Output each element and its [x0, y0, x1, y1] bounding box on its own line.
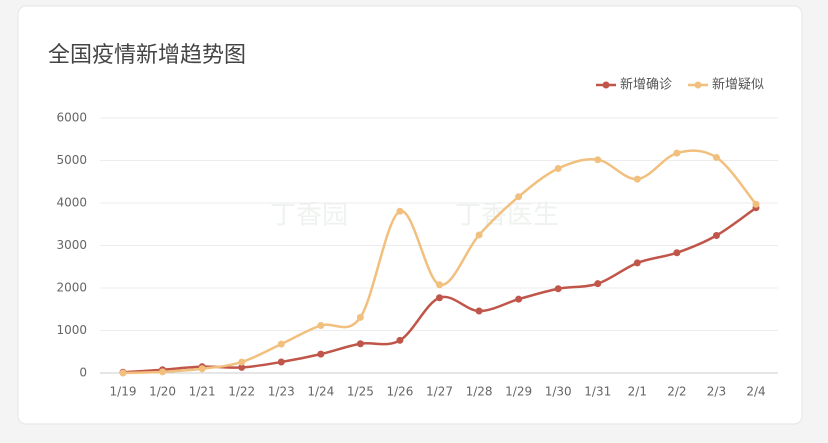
point [436, 281, 443, 289]
point [317, 350, 325, 358]
point [554, 285, 562, 293]
point [633, 259, 641, 267]
line [122, 149, 757, 375]
point [712, 232, 720, 240]
x-tick-label: 1/24 [307, 385, 334, 399]
point [356, 340, 364, 348]
x-tick-label: 1/23 [268, 385, 295, 399]
x-tick-label: 1/29 [505, 385, 532, 399]
x-tick-label: 2/3 [707, 385, 726, 399]
x-tick-label: 1/21 [189, 385, 216, 399]
x-tick-label: 2/2 [667, 385, 686, 399]
point [198, 365, 206, 373]
point [475, 307, 483, 315]
x-tick-label: 1/27 [426, 385, 453, 399]
point [119, 369, 127, 377]
point [396, 336, 404, 344]
legend-label: 新增疑似 [712, 77, 764, 93]
point [277, 340, 285, 348]
point [356, 313, 364, 321]
point [633, 175, 641, 183]
x-tick-label: 2/1 [628, 385, 647, 399]
watermark: 丁香园 [270, 201, 348, 231]
point [554, 164, 562, 172]
x-tick-label: 1/19 [110, 385, 137, 399]
point [752, 200, 760, 208]
legend-label: 新增确诊 [620, 77, 672, 93]
x-tick-label: 1/31 [584, 385, 611, 399]
point [277, 358, 285, 366]
x-tick-label: 1/30 [545, 385, 572, 399]
point [515, 295, 523, 303]
point [594, 156, 602, 164]
watermark: 丁香医生 [455, 201, 559, 231]
point [436, 294, 443, 302]
y-tick-label: 1000 [56, 323, 87, 337]
y-tick-label: 5000 [56, 153, 87, 167]
point [396, 207, 404, 215]
point [238, 358, 246, 366]
point [673, 149, 681, 157]
point [712, 153, 720, 161]
point [317, 321, 325, 329]
y-tick-label: 4000 [56, 196, 87, 210]
legend-dot [602, 81, 610, 89]
point [475, 231, 483, 239]
y-tick-label: 0 [79, 366, 87, 380]
x-tick-label: 1/20 [149, 385, 176, 399]
point [673, 249, 681, 257]
x-tick-label: 1/28 [466, 385, 493, 399]
y-tick-label: 2000 [56, 281, 87, 295]
y-tick-label: 6000 [56, 111, 87, 125]
x-tick-label: 2/4 [746, 385, 765, 399]
chart-title: 全国疫情新增趋势图 [48, 43, 246, 68]
x-tick-label: 1/22 [228, 385, 255, 399]
y-tick-label: 3000 [56, 238, 87, 252]
point [238, 363, 246, 371]
card [17, 5, 803, 425]
legend-dot [694, 81, 702, 89]
point [159, 368, 167, 376]
x-tick-label: 1/26 [386, 385, 413, 399]
point [515, 193, 523, 201]
x-tick-label: 1/25 [347, 385, 374, 399]
point [594, 280, 602, 288]
